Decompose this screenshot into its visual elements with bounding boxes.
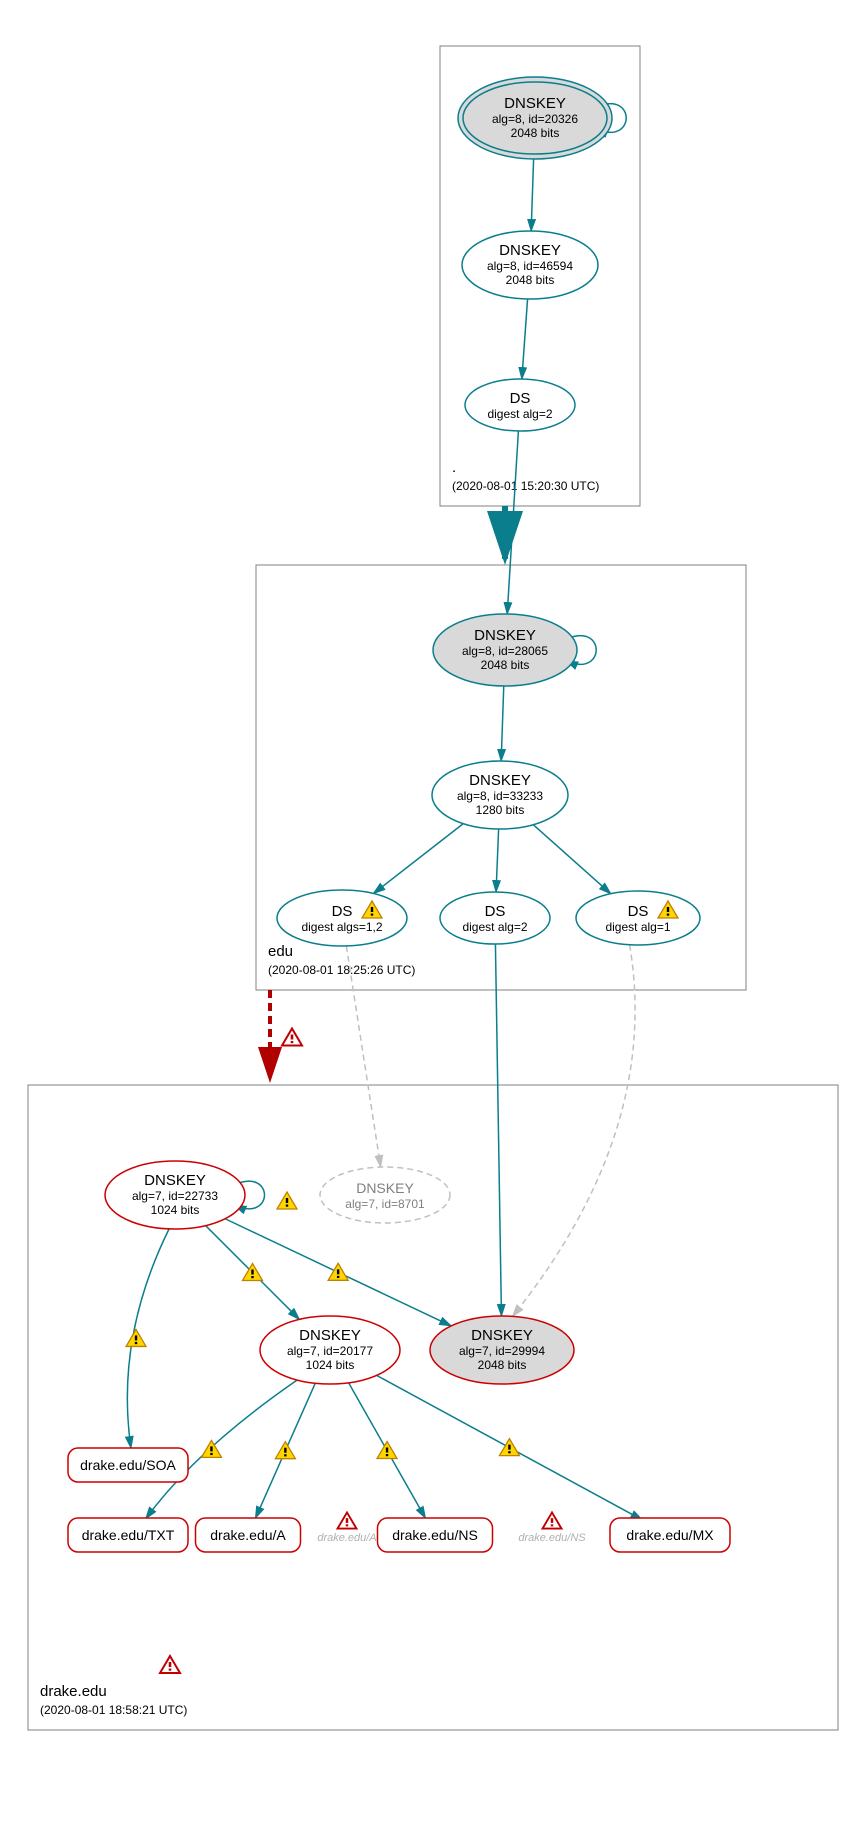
svg-text:digest alg=2: digest alg=2 (487, 407, 552, 421)
svg-text:2048 bits: 2048 bits (506, 273, 555, 287)
svg-text:alg=7, id=20177: alg=7, id=20177 (287, 1344, 373, 1358)
n-dr-k3: DNSKEYalg=7, id=299942048 bits (430, 1316, 574, 1384)
svg-text:alg=7, id=8701: alg=7, id=8701 (345, 1197, 425, 1211)
n-dr-kghost: DNSKEYalg=7, id=8701 (320, 1167, 450, 1223)
edge (501, 686, 504, 761)
svg-text:alg=8, id=46594: alg=8, id=46594 (487, 259, 573, 273)
edge (373, 824, 463, 894)
svg-text:alg=7, id=29994: alg=7, id=29994 (459, 1344, 545, 1358)
g-a: drake.edu/A (317, 1532, 376, 1544)
svg-text:alg=8, id=28065: alg=8, id=28065 (462, 644, 548, 658)
edge (346, 946, 380, 1167)
svg-text:drake.edu/SOA: drake.edu/SOA (80, 1457, 176, 1473)
svg-text:2048 bits: 2048 bits (478, 1358, 527, 1372)
edge (533, 825, 611, 894)
edge (496, 829, 499, 892)
svg-text:drake.edu/A: drake.edu/A (210, 1527, 286, 1543)
svg-text:alg=8, id=20326: alg=8, id=20326 (492, 112, 578, 126)
svg-text:DNSKEY: DNSKEY (474, 627, 536, 644)
n-edu-ds1: DSdigest algs=1,2 (277, 890, 407, 946)
svg-text:(2020-08-01 15:20:30 UTC): (2020-08-01 15:20:30 UTC) (452, 479, 599, 493)
g-ns: drake.edu/NS (518, 1532, 586, 1544)
n-dr-k1: DNSKEYalg=7, id=227331024 bits (105, 1161, 245, 1229)
svg-text:DS: DS (628, 903, 649, 920)
n-ns: drake.edu/NS (378, 1518, 493, 1552)
n-dr-k2: DNSKEYalg=7, id=201771024 bits (260, 1316, 400, 1384)
n-edu-ds2: DSdigest alg=2 (440, 892, 550, 944)
svg-text:(2020-08-01 18:25:26 UTC): (2020-08-01 18:25:26 UTC) (268, 963, 415, 977)
svg-text:digest algs=1,2: digest algs=1,2 (301, 920, 382, 934)
svg-text:edu: edu (268, 943, 293, 960)
dnssec-diagram: . (2020-08-01 15:20:30 UTC) edu (2020-08-01… (10, 10, 843, 1833)
svg-text:alg=8, id=33233: alg=8, id=33233 (457, 789, 543, 803)
svg-text:2048 bits: 2048 bits (511, 126, 560, 140)
svg-text:1280 bits: 1280 bits (476, 803, 525, 817)
edge (522, 299, 528, 379)
svg-text:1024 bits: 1024 bits (151, 1203, 200, 1217)
svg-text:DS: DS (510, 390, 531, 407)
svg-text:DNSKEY: DNSKEY (499, 242, 561, 259)
n-edu-zsk: DNSKEYalg=8, id=332331280 bits (432, 761, 568, 829)
n-root-ds: DSdigest alg=2 (465, 379, 575, 431)
svg-text:drake.edu/NS: drake.edu/NS (392, 1527, 478, 1543)
n-root-ksk: DNSKEYalg=8, id=203262048 bits (458, 77, 612, 159)
edge (513, 945, 636, 1317)
svg-text:DNSKEY: DNSKEY (471, 1327, 533, 1344)
n-root-zsk: DNSKEYalg=8, id=465942048 bits (462, 231, 598, 299)
svg-text:.: . (452, 459, 456, 476)
svg-text:DS: DS (485, 903, 506, 920)
n-soa: drake.edu/SOA (68, 1448, 188, 1482)
svg-text:(2020-08-01 18:58:21 UTC): (2020-08-01 18:58:21 UTC) (40, 1703, 187, 1717)
svg-text:digest alg=2: digest alg=2 (462, 920, 527, 934)
n-edu-ksk: DNSKEYalg=8, id=280652048 bits (433, 614, 577, 686)
n-a: drake.edu/A (196, 1518, 301, 1552)
svg-text:2048 bits: 2048 bits (481, 658, 530, 672)
svg-text:drake.edu: drake.edu (40, 1683, 107, 1700)
svg-text:drake.edu/TXT: drake.edu/TXT (82, 1527, 175, 1543)
edge (507, 431, 518, 614)
svg-text:DS: DS (332, 903, 353, 920)
edge (495, 944, 501, 1316)
svg-text:DNSKEY: DNSKEY (504, 95, 566, 112)
svg-text:drake.edu/MX: drake.edu/MX (626, 1527, 714, 1543)
svg-text:DNSKEY: DNSKEY (356, 1180, 414, 1196)
n-txt: drake.edu/TXT (68, 1518, 188, 1552)
svg-text:1024 bits: 1024 bits (306, 1358, 355, 1372)
edge (531, 154, 534, 231)
svg-text:DNSKEY: DNSKEY (469, 772, 531, 789)
svg-text:alg=7, id=22733: alg=7, id=22733 (132, 1189, 218, 1203)
svg-text:DNSKEY: DNSKEY (144, 1172, 206, 1189)
n-mx: drake.edu/MX (610, 1518, 730, 1552)
svg-text:digest alg=1: digest alg=1 (605, 920, 670, 934)
n-edu-ds3: DSdigest alg=1 (576, 891, 700, 945)
svg-text:DNSKEY: DNSKEY (299, 1327, 361, 1344)
